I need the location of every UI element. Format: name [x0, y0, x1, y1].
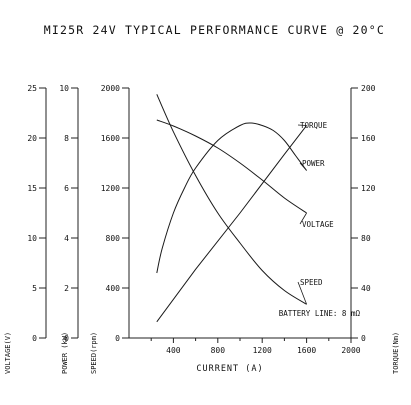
speed-tick-label: 1200: [101, 184, 120, 193]
voltage-curve: [156, 119, 307, 214]
power-curve: [156, 122, 308, 274]
speed-tick-label: 2000: [101, 84, 120, 93]
speed-tick-label: 0: [115, 334, 120, 343]
voltage-series-label: VOLTAGE: [302, 220, 334, 229]
power-axis-title: POWER (kW): [61, 332, 69, 374]
torque-curve: [156, 125, 307, 323]
speed-tick-label: 800: [106, 234, 121, 243]
speed-tick-label: 1600: [101, 134, 120, 143]
battery-line-annotation: BATTERY LINE: 8 mΩ: [279, 309, 361, 318]
torque-leader: [297, 124, 307, 126]
x-axis-label: CURRENT (A): [196, 364, 263, 374]
torque-series-label: TORQUE: [300, 121, 328, 130]
power-tick-label: 6: [64, 184, 69, 193]
power-series-label: POWER: [302, 159, 325, 168]
curves-group: [156, 94, 308, 323]
torque-tick-label: 200: [361, 84, 376, 93]
torque-tick-label: 80: [361, 234, 371, 243]
x-tick-label: 1200: [253, 346, 272, 355]
labels-group: TORQUE POWER VOLTAGE SPEED: [297, 121, 334, 305]
x-tick-label: 800: [211, 346, 226, 355]
speed-series-label: SPEED: [300, 278, 323, 287]
power-leader: [299, 162, 307, 171]
voltage-tick-label: 0: [32, 334, 37, 343]
power-tick-label: 8: [64, 134, 69, 143]
torque-tick-label: 160: [361, 134, 376, 143]
voltage-tick-label: 25: [27, 84, 37, 93]
speed-leader: [297, 281, 307, 305]
torque-axis-title: TORQUE(Nm): [392, 332, 400, 374]
power-tick-label: 2: [64, 284, 69, 293]
voltage-tick-label: 15: [27, 184, 37, 193]
voltage-leader: [299, 212, 307, 225]
voltage-tick-label: 5: [32, 284, 37, 293]
power-tick-label: 10: [59, 84, 69, 93]
torque-tick-label: 120: [361, 184, 376, 193]
x-tick-label: 2000: [341, 346, 360, 355]
speed-axis-title: SPEED(rpm): [90, 332, 98, 374]
torque-tick-label: 0: [361, 334, 366, 343]
power-tick-label: 0: [64, 334, 69, 343]
x-tick-label: 1600: [297, 346, 316, 355]
torque-tick-label: 40: [361, 284, 371, 293]
power-tick-label: 4: [64, 234, 69, 243]
speed-curve: [156, 94, 307, 305]
chart-title: MI25R 24V TYPICAL PERFORMANCE CURVE @ 20…: [44, 23, 385, 37]
voltage-axis-title: VOLTAGE(V): [4, 332, 12, 374]
x-tick-label: 400: [166, 346, 181, 355]
speed-tick-label: 400: [106, 284, 121, 293]
voltage-tick-label: 10: [27, 234, 37, 243]
voltage-tick-label: 20: [27, 134, 37, 143]
